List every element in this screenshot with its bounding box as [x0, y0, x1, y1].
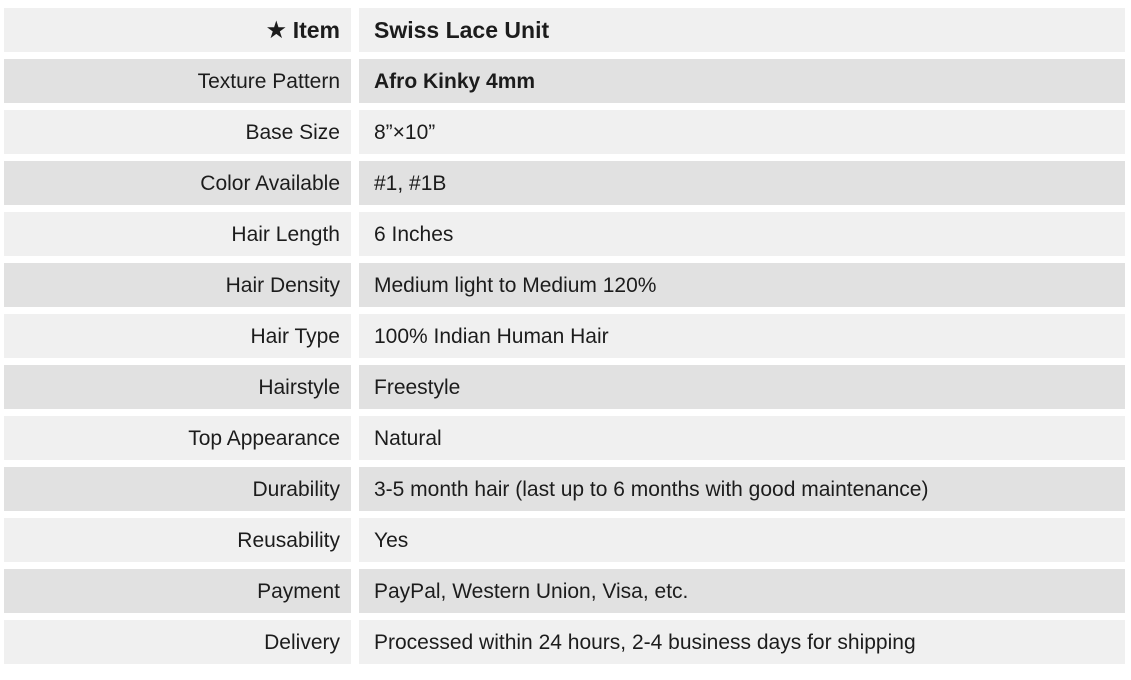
spec-row-label: Hair Length — [231, 222, 340, 246]
spec-row-label: Color Available — [200, 171, 340, 195]
spec-row-label: Payment — [257, 579, 340, 603]
spec-header-label-cell: ★ Item — [4, 8, 351, 52]
spec-row-value: Yes — [374, 528, 409, 552]
spec-header-value-cell: Swiss Lace Unit — [359, 8, 1125, 52]
spec-row-value: Afro Kinky 4mm — [374, 69, 536, 93]
spec-row-label: Reusability — [237, 528, 340, 552]
spec-row-value: Freestyle — [374, 375, 461, 399]
spec-row-value: Medium light to Medium 120% — [374, 273, 657, 297]
spec-row-label: Hair Type — [250, 324, 341, 348]
spec-row-value: Natural — [374, 426, 442, 450]
product-spec-table: ★ Item Swiss Lace Unit Texture Pattern A… — [4, 8, 1125, 664]
spec-row-payment: Payment PayPal, Western Union, Visa, etc… — [4, 569, 1125, 613]
spec-row-label: Hairstyle — [258, 375, 340, 399]
spec-row-label: Base Size — [245, 120, 340, 144]
spec-row-color-available: Color Available #1, #1B — [4, 161, 1125, 205]
spec-row-durability: Durability 3-5 month hair (last up to 6 … — [4, 467, 1125, 511]
spec-header-row: ★ Item Swiss Lace Unit — [4, 8, 1125, 52]
spec-row-base-size: Base Size 8”×10” — [4, 110, 1125, 154]
spec-row-label: Top Appearance — [188, 426, 340, 450]
spec-row-value: #1, #1B — [374, 171, 447, 195]
star-icon: ★ — [266, 18, 286, 42]
spec-row-value: PayPal, Western Union, Visa, etc. — [374, 579, 689, 603]
spec-row-label: Delivery — [264, 630, 340, 654]
spec-row-hair-type: Hair Type 100% Indian Human Hair — [4, 314, 1125, 358]
spec-row-delivery: Delivery Processed within 24 hours, 2-4 … — [4, 620, 1125, 664]
spec-row-value: Processed within 24 hours, 2-4 business … — [374, 630, 916, 654]
spec-header-label: Item — [292, 16, 340, 43]
spec-row-texture-pattern: Texture Pattern Afro Kinky 4mm — [4, 59, 1125, 103]
spec-header-value: Swiss Lace Unit — [374, 16, 550, 43]
spec-row-label: Hair Density — [225, 273, 340, 297]
spec-row-hair-density: Hair Density Medium light to Medium 120% — [4, 263, 1125, 307]
spec-row-top-appearance: Top Appearance Natural — [4, 416, 1125, 460]
spec-row-label: Texture Pattern — [197, 69, 340, 93]
spec-row-value: 3-5 month hair (last up to 6 months with… — [374, 477, 929, 501]
spec-row-hair-length: Hair Length 6 Inches — [4, 212, 1125, 256]
spec-row-reusability: Reusability Yes — [4, 518, 1125, 562]
spec-rows-container: Texture Pattern Afro Kinky 4mm Base Size… — [4, 59, 1125, 664]
spec-row-value: 8”×10” — [374, 120, 436, 144]
spec-row-value: 6 Inches — [374, 222, 454, 246]
spec-row-value: 100% Indian Human Hair — [374, 324, 609, 348]
spec-row-label: Durability — [252, 477, 340, 501]
spec-row-hairstyle: Hairstyle Freestyle — [4, 365, 1125, 409]
